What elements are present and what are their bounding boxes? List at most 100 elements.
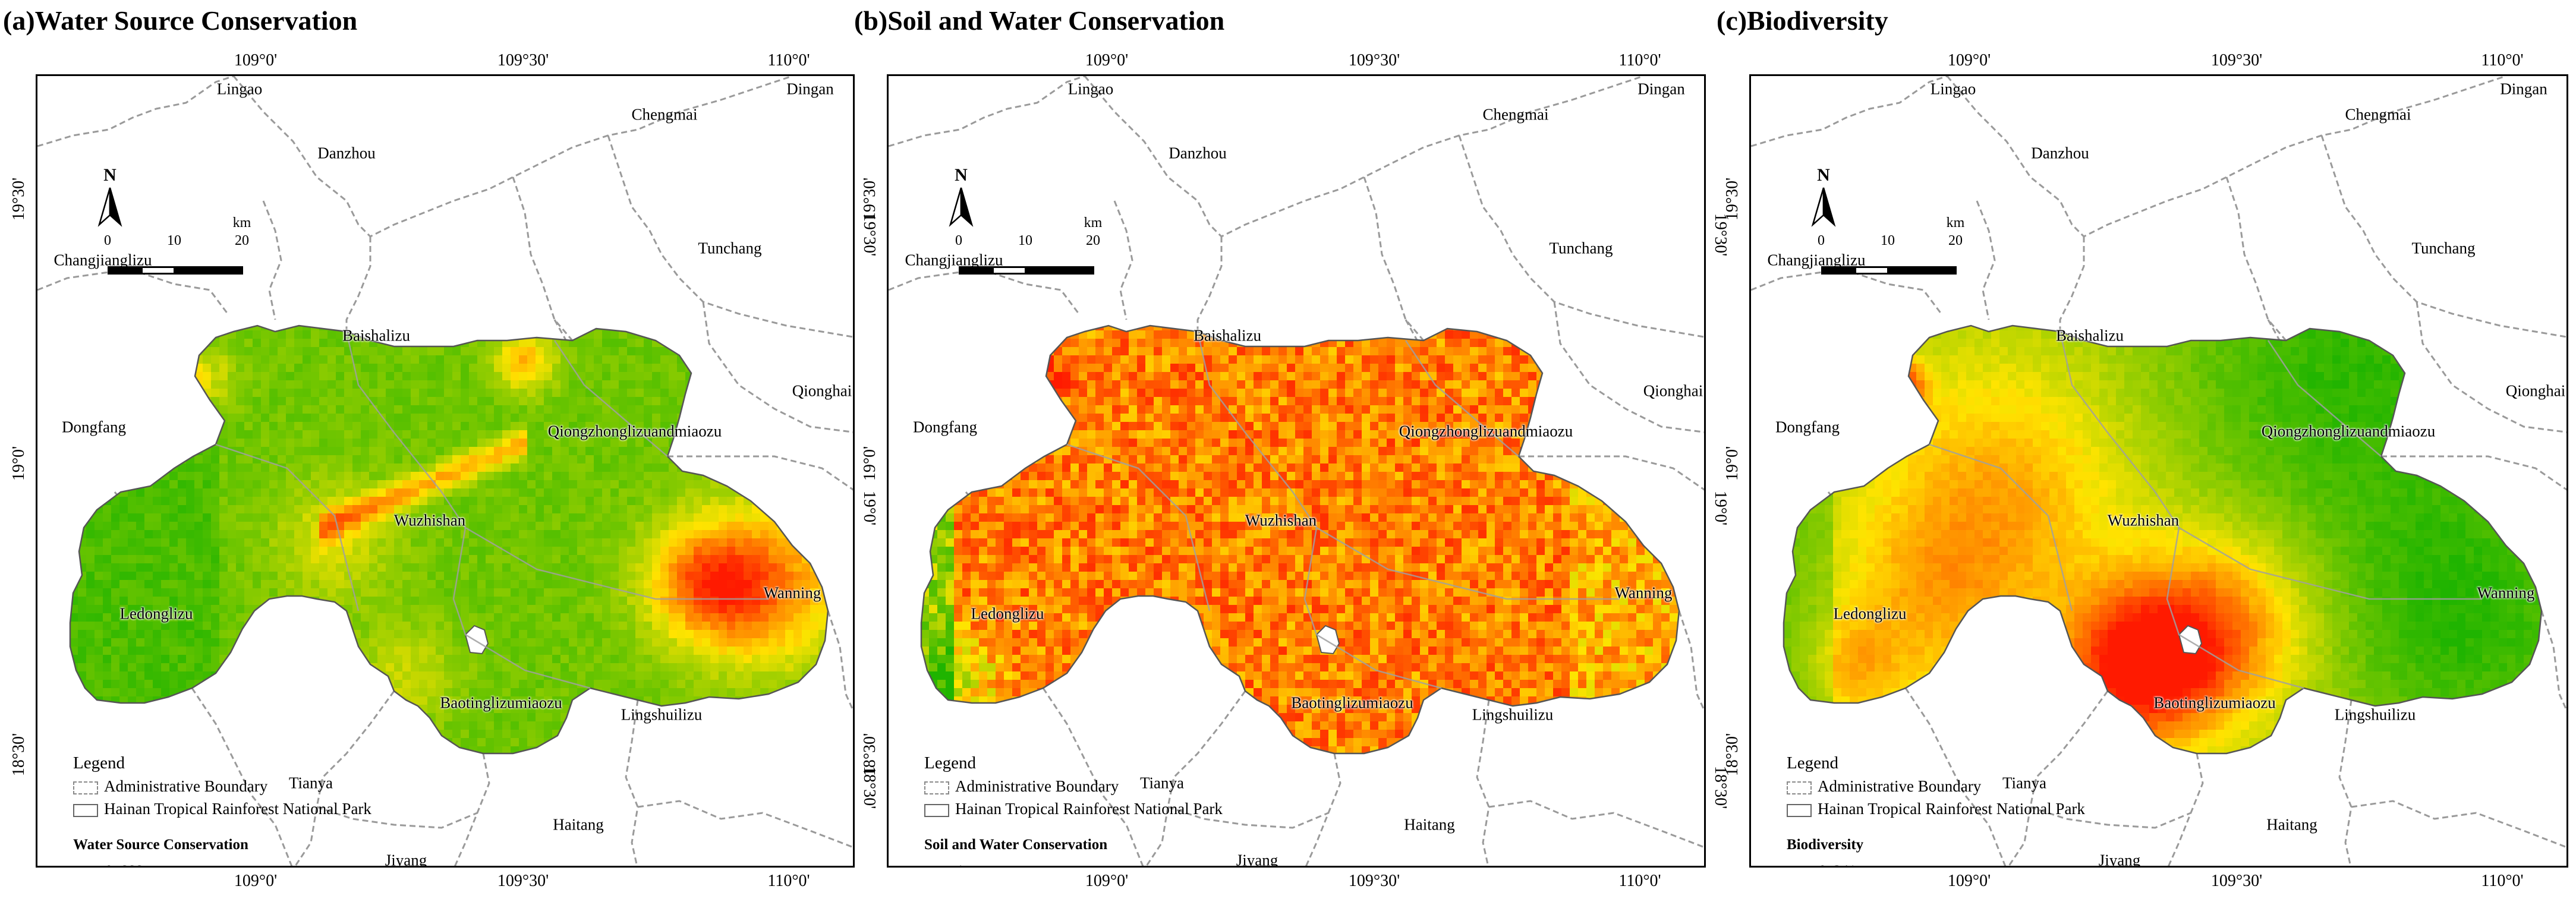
scale-label-0: 0 — [1818, 233, 1825, 248]
admin-boundary-line — [2008, 690, 2109, 866]
scale-bar: 0 10 20 km — [1818, 215, 1964, 275]
tick-label-left: 18°30' — [861, 733, 879, 777]
place-label-dingan: Dingan — [1637, 80, 1685, 98]
tick-label-bottom: 109°0' — [234, 872, 278, 890]
place-label-ledonglizu: Ledonglizu — [1833, 604, 1907, 623]
scale-segment — [1888, 266, 1957, 275]
admin-boundary-line — [607, 135, 853, 338]
legend-admin: Administrative Boundary — [924, 777, 1119, 796]
place-label-wanning: Wanning — [763, 584, 821, 602]
place-label-chengmai: Chengmai — [631, 105, 698, 124]
admin-boundary-line — [1678, 610, 1704, 712]
national-park-boundary — [69, 324, 829, 755]
ramp-title: Water Source Conservation — [73, 837, 248, 853]
admin-boundary-line — [1519, 455, 1704, 491]
legend-park: Hainan Tropical Rainforest National Park — [924, 800, 1223, 818]
scale-label-20: 20 — [1948, 233, 1963, 248]
scale-label-10: 10 — [1881, 233, 1895, 248]
place-label-tianya: Tianya — [288, 774, 333, 792]
national-park-boundary — [1783, 324, 2543, 755]
tick-label-bottom: 109°30' — [1348, 872, 1400, 890]
admin-boundary-line — [637, 800, 853, 849]
color-ramp — [1787, 866, 1812, 868]
tick-label-bottom: 110°0' — [2481, 872, 2524, 890]
admin-boundary-line — [2416, 301, 2566, 433]
admin-boundary-line — [2351, 800, 2566, 849]
place-label-baoting: Baotinglizumiaozu — [2153, 693, 2276, 712]
tick-label-left: 19°30' — [1723, 177, 1742, 221]
tick-label-left: 18°30' — [10, 733, 28, 777]
place-label-lingshuilizu: Lingshuilizu — [621, 705, 703, 724]
admin-boundary-line — [889, 271, 1080, 314]
place-label-lingao: Lingao — [1930, 80, 1976, 98]
admin-boundary-line — [1751, 271, 1942, 314]
admin-boundary-line — [1488, 800, 1704, 849]
admin-boundary-line — [1196, 237, 1223, 332]
tick-label-left: 19°0' — [1723, 446, 1742, 481]
north-arrow-icon — [1811, 187, 1836, 227]
ramp-title: Soil and Water Conservation — [924, 837, 1108, 853]
place-label-qiongzhong: Qiongzhonglizuandmiaozu — [1399, 422, 1573, 440]
tick-label-left: 19°30' — [10, 177, 28, 221]
admin-boundary-line — [2059, 237, 2085, 332]
admin-boundary-line — [667, 455, 853, 491]
admin-boundary-line — [262, 200, 282, 320]
place-label-wuzhishan: Wuzhishan — [1245, 511, 1317, 529]
place-label-qionghai: Qionghai — [1643, 381, 1703, 400]
tick-label-left: 19°30' — [861, 177, 879, 221]
legend-park-label: Hainan Tropical Rainforest National Park — [955, 800, 1223, 818]
admin-boundary-line — [2381, 455, 2566, 491]
place-label-dongfang: Dongfang — [913, 418, 977, 436]
place-label-wanning: Wanning — [2477, 584, 2535, 602]
legend-title: Legend — [73, 753, 125, 772]
map-canvas — [37, 76, 853, 866]
admin-boundary-line — [2540, 610, 2566, 712]
tick-label-bottom: 109°30' — [497, 872, 549, 890]
tick-label-right: 19°0' — [2574, 490, 2576, 526]
admin-boundary-line — [702, 301, 853, 433]
park-boundary-swatch — [73, 803, 98, 817]
map-frame: N 0 10 20 km Legend Administrative Bound… — [887, 74, 1706, 868]
place-label-haitang: Haitang — [1404, 815, 1455, 834]
admin-boundary-line — [1976, 200, 1996, 320]
place-label-dongfang: Dongfang — [1775, 418, 1840, 436]
admin-boundary-line — [454, 753, 490, 866]
admin-boundary-line — [625, 699, 639, 866]
place-label-baishalizu: Baishalizu — [1193, 326, 1261, 345]
place-label-qiongzhong: Qiongzhonglizuandmiaozu — [2261, 422, 2436, 440]
tick-label-right: 19°0' — [1711, 490, 1730, 526]
place-label-changjianglizu: Changjianglizu — [1767, 251, 1866, 269]
admin-boundary-line — [1751, 76, 1948, 147]
tick-label-bottom: 110°0' — [1618, 872, 1661, 890]
place-label-baishalizu: Baishalizu — [2056, 326, 2124, 345]
admin-boundary-line — [827, 610, 853, 712]
place-label-ledonglizu: Ledonglizu — [971, 604, 1044, 623]
north-arrow: N — [943, 165, 979, 231]
tick-label-top: 109°0' — [1085, 51, 1129, 70]
park-boundary-swatch — [924, 803, 949, 817]
legend-admin-label: Administrative Boundary — [104, 777, 268, 795]
place-label-ledonglizu: Ledonglizu — [119, 604, 193, 623]
admin-boundary-line — [1305, 753, 1341, 866]
place-label-chengmai: Chengmai — [2345, 105, 2411, 124]
north-arrow: N — [1806, 165, 1841, 231]
scale-label-10: 10 — [167, 233, 181, 248]
admin-boundary-line — [232, 76, 793, 238]
admin-boundary-line — [1363, 176, 1425, 341]
park-interior-gap — [464, 625, 489, 655]
tick-label-bottom: 109°30' — [2210, 872, 2263, 890]
legend-park-label: Hainan Tropical Rainforest National Park — [104, 800, 371, 818]
scale-label-20: 20 — [1086, 233, 1100, 248]
admin-boundary-line — [1553, 301, 1704, 433]
tick-label-left: 18°30' — [1723, 733, 1742, 777]
north-letter: N — [1817, 165, 1830, 185]
tick-label-right: 18°30' — [2574, 765, 2576, 809]
admin-boundary-swatch — [1787, 781, 1812, 794]
admin-boundary-line — [1946, 76, 2506, 238]
ramp-max-label: 0. 666 — [105, 863, 143, 866]
map-frame: N 0 10 20 km Legend Administrative Bound… — [36, 74, 855, 868]
place-label-lingao: Lingao — [216, 80, 263, 98]
scale-unit: km — [232, 215, 251, 231]
admin-boundary-line — [345, 237, 371, 332]
place-label-baoting: Baotinglizumiaozu — [1291, 693, 1413, 712]
